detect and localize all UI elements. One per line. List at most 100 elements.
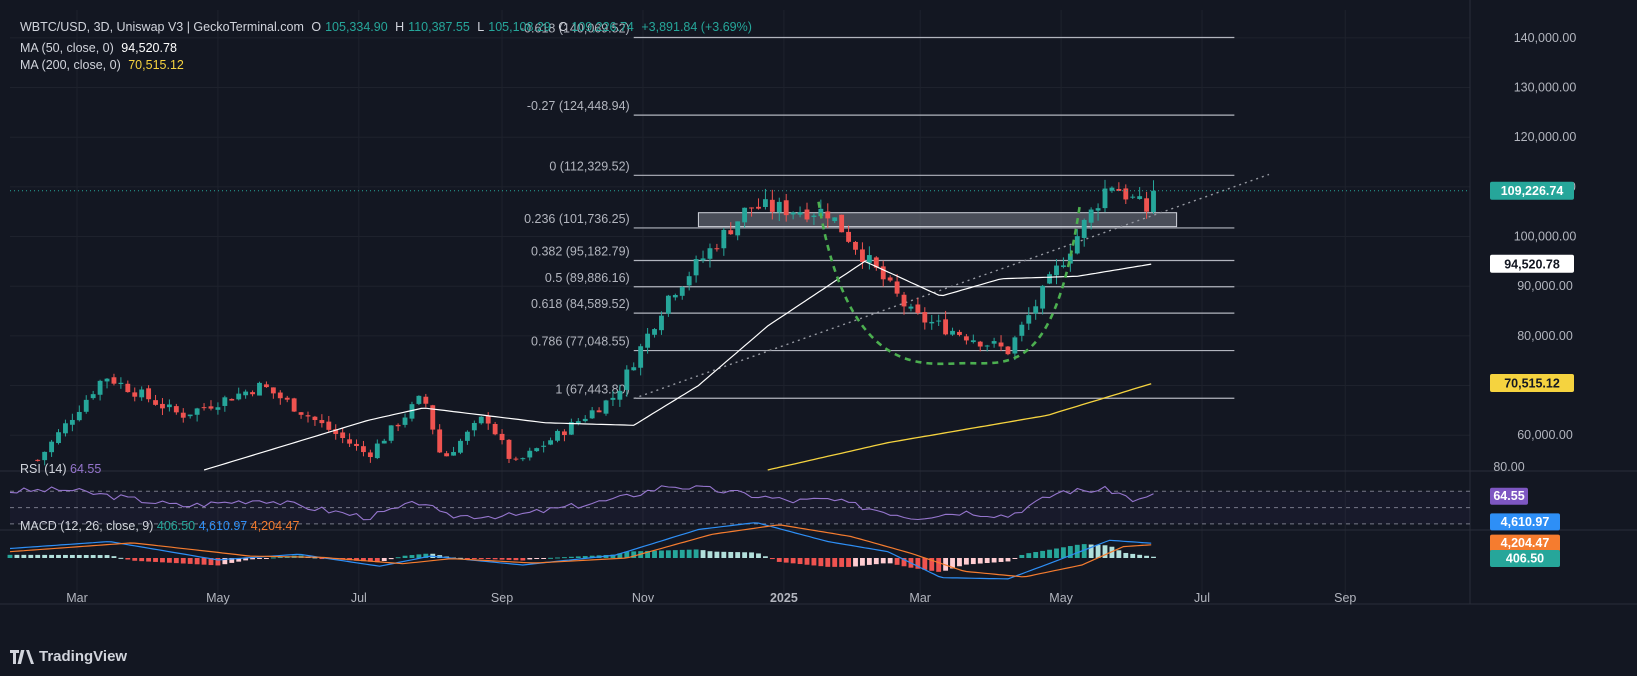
candle-body (783, 200, 789, 216)
candle-body (1095, 208, 1101, 211)
macd-hist-bar (894, 558, 900, 565)
candle (582, 415, 588, 423)
macd-hist-bar (499, 558, 505, 560)
macd-hist-bar (1060, 547, 1066, 558)
symbol-title[interactable]: WBTC/USD, 3D, Uniswap V3 | GeckoTerminal… (20, 20, 304, 34)
candle-body (1005, 346, 1011, 355)
macd-hist-bar (853, 558, 858, 567)
macd-hist-bar (790, 558, 796, 564)
candle (728, 222, 734, 235)
candle-body (97, 380, 103, 395)
macd-line-value: 4,610.97 (198, 519, 248, 533)
fib-level-label: -0.27 (124,448.94) (527, 99, 630, 113)
candle-body (1137, 196, 1143, 199)
candle-body (222, 397, 228, 406)
time-tick-label: Mar (66, 591, 88, 605)
candle (492, 421, 498, 436)
tradingview-logo[interactable]: TradingView (10, 648, 127, 665)
candle (908, 303, 914, 312)
candle (201, 403, 207, 411)
candle-body (132, 392, 138, 397)
candle-body (451, 452, 456, 456)
candle-body (589, 410, 595, 419)
candle-body (908, 306, 914, 309)
candle (90, 390, 96, 400)
ma200-value: 70,515.12 (128, 58, 184, 72)
fib-level-label: 0.382 (95,182.79) (531, 244, 630, 258)
macd-hist-bar (194, 558, 200, 565)
ma50-badge-text: 94,520.78 (1504, 257, 1560, 271)
macd-legend[interactable]: MACD (12, 26, close, 9) 406.50 4,610.97 … (20, 519, 299, 533)
candle (374, 439, 380, 460)
price-tick-label: 100,000.00 (1514, 230, 1577, 244)
macd-hist-badge: 406.50 (1490, 550, 1560, 567)
macd-value-badge-bg (1490, 513, 1560, 531)
candle-body (936, 320, 942, 322)
candle-body (229, 398, 235, 401)
candle-body (693, 259, 699, 276)
high-value: 110,387.55 (408, 20, 470, 34)
candle (35, 459, 41, 462)
candle (963, 334, 969, 345)
macd-hist-bar (562, 557, 567, 559)
candle (104, 378, 110, 389)
candle-body (319, 420, 325, 424)
candle (1151, 180, 1156, 215)
candle-body (1067, 253, 1073, 264)
price-tick-label: 130,000.00 (1514, 81, 1577, 95)
time-tick-label: Jul (351, 591, 367, 605)
rsi-legend[interactable]: RSI (14) 64.55 (20, 462, 101, 476)
macd-hist-bar (943, 558, 949, 571)
candle (250, 390, 255, 397)
macd-hist-bar (1088, 544, 1094, 558)
macd-signal-value: 4,204.47 (250, 519, 300, 533)
candle (471, 420, 477, 437)
macd-hist-bar (69, 554, 75, 558)
macd-hist-bar (721, 551, 727, 558)
macd-hist-bar (42, 554, 48, 558)
candle (194, 407, 200, 422)
candle-body (804, 209, 810, 220)
candle (166, 399, 172, 412)
macd-hist-bar (575, 556, 581, 558)
macd-hist-bar (818, 558, 824, 567)
candle-body (721, 229, 727, 249)
ma50-legend[interactable]: MA (50, close, 0) 94,520.78 (20, 41, 181, 55)
candle-body (305, 415, 311, 417)
macd-hist-badge-text: 406.50 (1506, 552, 1544, 566)
candle (63, 419, 68, 437)
price-candles (35, 179, 1156, 466)
time-tick-label: Sep (491, 591, 513, 605)
candle-body (1144, 198, 1150, 212)
candle-body (69, 419, 75, 425)
macd-hist-bar (423, 553, 429, 558)
macd-hist-badge-bg (1490, 550, 1560, 567)
macd-hist-bar (173, 558, 179, 564)
candle (423, 393, 429, 408)
candle (991, 337, 997, 348)
candle (402, 413, 408, 428)
candle-body (568, 422, 574, 435)
macd-hist-bar (243, 558, 249, 561)
candle-body (679, 286, 685, 296)
candle (957, 329, 962, 337)
macd-hist-bar (14, 554, 20, 558)
candle-body (665, 295, 671, 314)
candle-body (998, 342, 1004, 347)
macd-hist-bar (160, 558, 165, 563)
candle (354, 439, 359, 451)
macd-hist-bar (769, 558, 775, 560)
fib-level-label: 0.786 (77,048.55) (531, 335, 630, 349)
candle (672, 293, 678, 301)
candle-body (478, 416, 484, 424)
macd-hist-bar (222, 558, 228, 565)
macd-hist-bar (402, 555, 408, 558)
candle-body (367, 452, 373, 458)
candle-body (388, 425, 394, 441)
macd-hist-bar (860, 558, 865, 566)
candle-body (901, 294, 907, 307)
macd-hist-bar (811, 558, 817, 566)
macd-hist-bar (257, 558, 262, 559)
ma200-legend[interactable]: MA (200, close, 0) 70,515.12 (20, 58, 188, 72)
